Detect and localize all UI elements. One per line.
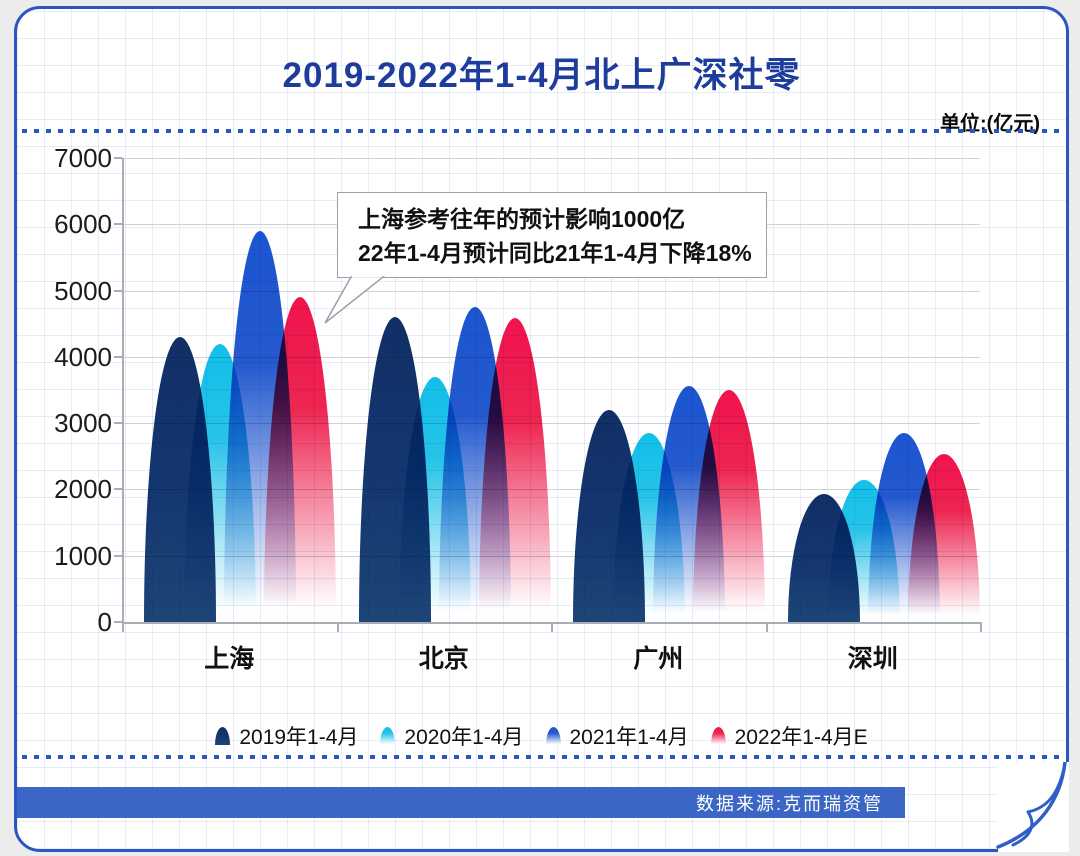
y-axis-tick: [114, 223, 122, 226]
plot-area: 0 1000 2000 3000 4000 5000 6000 7000 上海 北京 广州 深圳: [17, 9, 1066, 849]
legend-marker-icon: [215, 727, 231, 745]
x-axis-label: 北京: [418, 645, 469, 673]
y-axis-tick: [114, 488, 122, 491]
y-gridline: [122, 555, 980, 557]
y-gridline: [122, 423, 980, 425]
source-label: 数据来源:克而瑞资管: [695, 793, 883, 814]
x-axis-label: 广州: [633, 645, 684, 673]
y-axis-label: 4000: [54, 341, 112, 372]
top-dotted-divider: [22, 129, 1061, 133]
y-axis-line: [122, 158, 124, 622]
y-axis-tick: [114, 554, 122, 557]
bottom-dotted-divider: [22, 755, 1061, 759]
y-gridline: [122, 158, 980, 159]
annotation-line-2: 22年1-4月预计同比21年1-4月下降18%: [358, 240, 752, 266]
annotation-callout: 上海参考往年的预计影响1000亿 22年1-4月预计同比21年1-4月下降18%: [337, 192, 767, 278]
x-axis-label: 深圳: [847, 645, 898, 673]
legend-label: 2019年1-4月: [239, 726, 359, 749]
legend-marker-icon: [380, 727, 396, 745]
y-axis-tick: [114, 621, 122, 623]
chart-title: 2019-2022年1-4月北上广深社零: [282, 56, 801, 95]
x-axis-tick: [122, 624, 124, 632]
chart-card: 2019-2022年1-4月北上广深社零 单位:(亿元) 0 1000 2000 30…: [14, 6, 1069, 852]
legend-item: 2020年1-4月: [380, 721, 524, 751]
x-axis-line: [122, 622, 982, 624]
legend-label: 2020年1-4月: [404, 726, 524, 749]
legend-marker-icon: [545, 727, 561, 745]
y-axis-label: 7000: [54, 143, 112, 173]
y-gridline: [122, 356, 980, 358]
y-axis-label: 2000: [54, 474, 112, 505]
y-axis-label: 1000: [54, 540, 112, 571]
legend: 2019年1-4月 2020年1-4月 2021年1-4月 2022年1-4月E: [17, 721, 1066, 751]
y-axis-tick: [114, 355, 122, 358]
y-axis-label: 3000: [54, 408, 112, 439]
legend-label: 2021年1-4月: [569, 726, 689, 749]
y-axis-tick: [114, 422, 122, 425]
page-curl-decoration: [996, 762, 1069, 852]
legend-item: 2019年1-4月: [215, 721, 358, 751]
source-band: 数据来源:克而瑞资管: [17, 787, 905, 818]
x-axis-tick: [336, 624, 339, 632]
y-axis-label: 5000: [54, 275, 112, 306]
y-axis-tick: [114, 289, 122, 292]
y-gridline: [122, 489, 980, 491]
legend-label: 2022年1-4月E: [734, 726, 868, 749]
y-gridline: [122, 290, 980, 292]
annotation-tail: [324, 276, 386, 324]
y-axis-label: 0: [97, 607, 112, 637]
annotation-line-1: 上海参考往年的预计影响1000亿: [358, 206, 686, 232]
x-axis-tick: [980, 624, 982, 632]
x-axis-tick: [765, 624, 768, 632]
legend-marker-icon: [710, 727, 726, 745]
x-axis-label: 上海: [204, 645, 255, 673]
legend-item: 2022年1-4月E: [710, 721, 868, 751]
y-axis-label: 6000: [54, 209, 112, 240]
y-axis-tick: [114, 157, 122, 159]
legend-item: 2021年1-4月: [545, 721, 689, 751]
x-axis-tick: [551, 624, 553, 632]
